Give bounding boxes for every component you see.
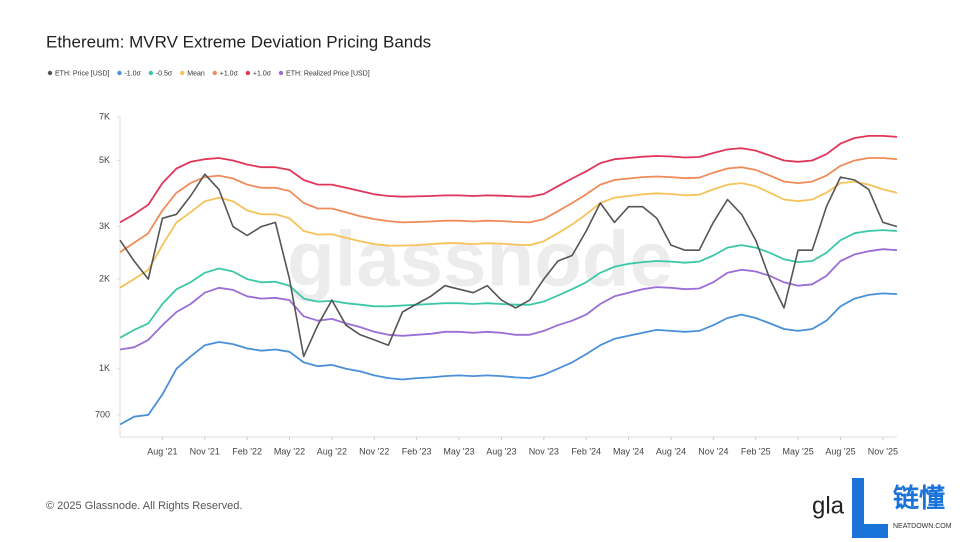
legend-label: -0.5σ — [156, 70, 173, 77]
watermark: glassnode — [287, 215, 673, 303]
series-line — [119, 292, 898, 426]
legend-label: -1.0σ — [124, 70, 141, 77]
legend-label: ETH: Realized Price [USD] — [286, 70, 370, 77]
x-tick-label: Feb '22 — [232, 446, 262, 456]
legend-marker — [212, 70, 217, 76]
legend-marker — [148, 70, 154, 76]
x-tick-label: Aug '21 — [147, 446, 177, 456]
x-tick-label: Nov '23 — [529, 446, 559, 456]
x-tick-label: Nov '22 — [359, 446, 389, 456]
legend-marker — [117, 70, 122, 76]
y-tick-label: 2K — [99, 273, 110, 283]
legend-marker — [245, 70, 251, 76]
y-tick-label: 7K — [99, 111, 110, 121]
series-line — [119, 157, 898, 254]
logo-cut — [864, 478, 888, 524]
legend-marker — [278, 70, 284, 76]
logo-cn: 链懂 — [893, 483, 945, 513]
y-tick-label: 1K — [99, 363, 110, 373]
series-line — [119, 248, 898, 351]
y-tick-label: 700 — [95, 409, 110, 419]
legend-marker — [47, 70, 53, 76]
legend-label: +1.0σ — [253, 70, 272, 77]
x-tick-label: Aug '24 — [656, 446, 686, 456]
x-tick-label: Nov '25 — [868, 446, 898, 456]
x-tick-label: Aug '22 — [317, 446, 347, 456]
legend-label: Mean — [187, 70, 205, 77]
logo-url: NEATDOWN.COM — [893, 523, 952, 530]
x-tick-label: Nov '24 — [698, 446, 728, 456]
x-tick-label: Feb '24 — [571, 446, 601, 456]
x-tick-label: Aug '25 — [825, 446, 855, 456]
legend-marker — [180, 70, 185, 76]
y-tick-label: 5K — [99, 155, 110, 165]
x-tick-label: May '23 — [443, 446, 474, 456]
x-tick-label: Feb '23 — [402, 446, 432, 456]
y-tick-label: 3K — [99, 221, 110, 231]
x-tick-label: May '25 — [782, 446, 813, 456]
x-tick-label: Feb '25 — [741, 446, 771, 456]
footer: © 2025 Glassnode. All Rights Reserved. — [46, 500, 242, 512]
series-line — [119, 135, 898, 224]
logo-text: gla — [812, 492, 845, 519]
x-tick-label: Nov '21 — [190, 446, 220, 456]
legend-label: +1.0σ — [220, 70, 239, 77]
chart-title: Ethereum: MVRV Extreme Deviation Pricing… — [46, 32, 431, 51]
x-tick-label: May '22 — [274, 446, 305, 456]
x-tick-label: Aug '23 — [486, 446, 516, 456]
legend-label: ETH: Price [USD] — [55, 70, 110, 77]
series-line — [119, 180, 898, 289]
x-tick-label: May '24 — [613, 446, 644, 456]
series-line — [119, 173, 898, 358]
